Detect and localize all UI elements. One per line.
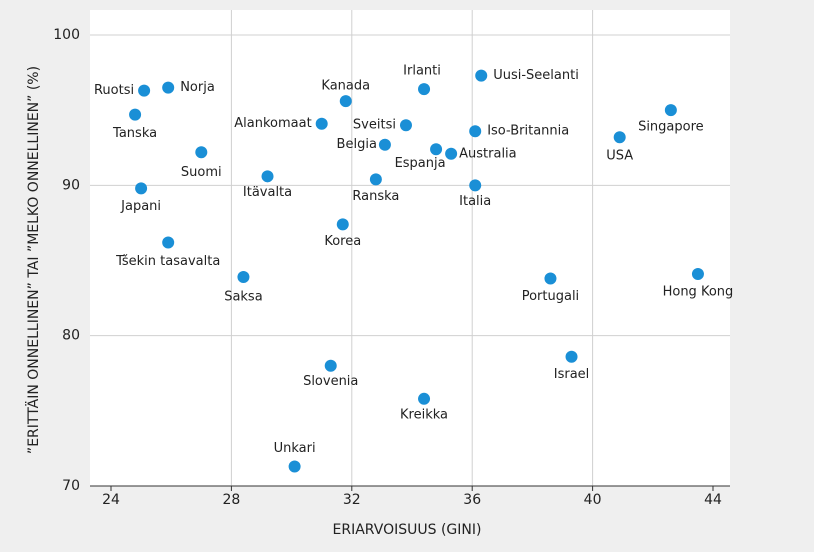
point-label: Ranska	[352, 189, 399, 204]
point-label: Japani	[120, 199, 161, 214]
point-label: USA	[606, 149, 633, 164]
point	[315, 117, 328, 130]
point-label: Ruotsi	[94, 83, 134, 98]
point	[336, 218, 349, 231]
point-label: Unkari	[274, 441, 316, 456]
point-label: Kanada	[321, 79, 370, 94]
x-tick-label: 32	[343, 492, 361, 508]
y-tick-label: 80	[62, 328, 80, 344]
point-label: Uusi-Seelanti	[493, 68, 579, 83]
point	[613, 131, 626, 144]
point-label: Irlanti	[403, 64, 441, 79]
point	[261, 170, 274, 183]
point	[129, 108, 142, 121]
point-label: Itävalta	[243, 185, 292, 200]
point-label: Belgia	[337, 137, 377, 152]
plot-area	[90, 10, 730, 486]
x-tick-label: 40	[584, 492, 602, 508]
x-axis-label: ERIARVOISUUS (GINI)	[333, 522, 482, 538]
point-label: Espanja	[395, 156, 446, 171]
point	[469, 179, 482, 192]
point-label: Israel	[554, 367, 590, 382]
x-tick-label: 44	[704, 492, 722, 508]
point	[324, 359, 337, 372]
point	[195, 146, 208, 159]
point-label: Norja	[180, 80, 215, 95]
point	[445, 147, 458, 160]
point-label: Korea	[324, 234, 361, 249]
point	[162, 81, 175, 94]
point	[691, 268, 704, 281]
point	[418, 83, 431, 96]
point	[135, 182, 148, 195]
point-label: Tanska	[112, 126, 157, 141]
point	[664, 104, 677, 117]
point-label: Australia	[459, 146, 517, 161]
point-label: Alankomaat	[234, 116, 311, 131]
y-tick-label: 100	[53, 27, 80, 43]
point-label: Portugali	[522, 289, 579, 304]
x-tick-label: 28	[222, 492, 240, 508]
point	[237, 271, 250, 284]
point	[544, 272, 557, 285]
y-axis-label: ”ERITTÄIN ONNELLINEN” TAI ”MELKO ONNELLI…	[24, 66, 42, 454]
point	[418, 392, 431, 405]
point-label: Kreikka	[400, 407, 448, 422]
point	[369, 173, 382, 186]
point-label: Iso-Britannia	[487, 124, 569, 139]
point-label: Tšekin tasavalta	[115, 254, 220, 269]
x-tick-label: 36	[463, 492, 481, 508]
point-label: Saksa	[224, 290, 263, 305]
point	[430, 143, 443, 156]
point	[138, 84, 151, 97]
y-tick-label: 70	[62, 478, 80, 494]
point	[162, 236, 175, 249]
point-label: Italia	[459, 194, 491, 209]
point	[339, 95, 352, 108]
point	[378, 138, 391, 151]
x-tick-label: 24	[102, 492, 120, 508]
y-tick-label: 90	[62, 177, 80, 193]
point	[475, 69, 488, 82]
point-label: Sveitsi	[353, 118, 396, 133]
point	[399, 119, 412, 132]
point	[469, 125, 482, 138]
point-label: Singapore	[638, 120, 704, 135]
point-label: Hong Kong	[663, 285, 734, 300]
point	[288, 460, 301, 473]
point-label: Suomi	[181, 165, 222, 180]
point	[565, 350, 578, 363]
point-label: Slovenia	[303, 374, 358, 389]
